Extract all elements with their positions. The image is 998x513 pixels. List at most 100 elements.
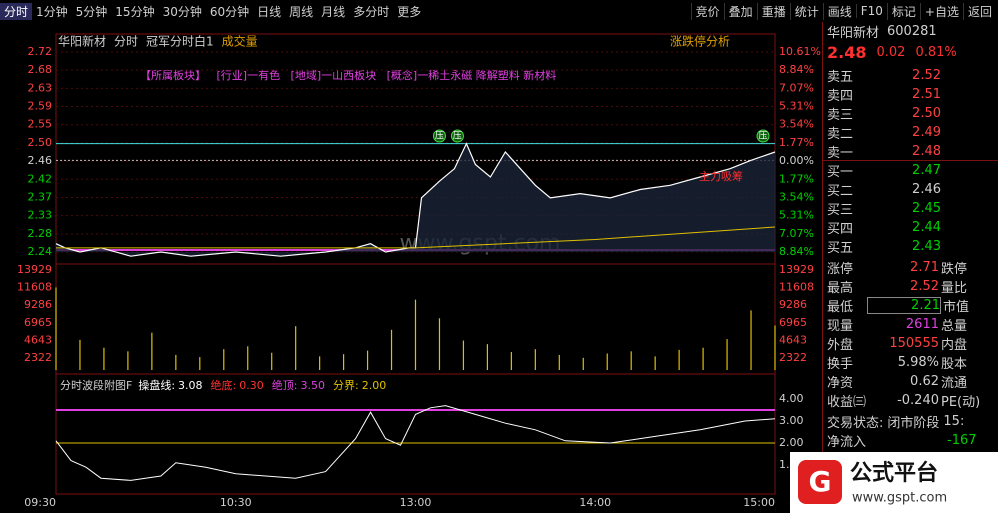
price-tick-label: 2.59 xyxy=(28,100,53,113)
book-divider xyxy=(823,160,998,161)
order-book-row: 卖五 2.52 xyxy=(827,66,998,85)
tool-button[interactable]: F10 xyxy=(855,4,887,18)
indicator-tick-label: 2.00 xyxy=(779,436,804,449)
stat-row: 最高 2.52 量比 xyxy=(827,277,998,296)
stat-row: 净资 0.62 流通 xyxy=(827,372,998,391)
resistance-marker xyxy=(432,129,446,143)
tool-button[interactable]: 统计 xyxy=(789,2,823,20)
stat-label: 股本 xyxy=(941,357,968,372)
time-tick-label: 10:30 xyxy=(220,496,252,509)
period-tab[interactable]: 日线 xyxy=(257,4,282,19)
stat-label: 现量 xyxy=(827,319,854,334)
price-line xyxy=(55,142,776,257)
period-tab[interactable]: 15分钟 xyxy=(115,4,155,19)
tool-toolbar: 竞价 叠加 重播 统计 画线 F10 标记 +自选 返回 xyxy=(690,0,996,22)
tool-button[interactable]: 叠加 xyxy=(723,2,757,20)
book-price: 2.50 xyxy=(912,106,941,121)
pct-tick-label: 7.07% xyxy=(779,227,814,240)
tool-button[interactable]: 返回 xyxy=(962,2,996,20)
period-tab[interactable]: 更多 xyxy=(397,4,422,19)
order-book-row: 买二 2.46 xyxy=(827,180,998,199)
chart-header: 分时 xyxy=(114,35,138,49)
price-tick-label: 2.63 xyxy=(28,81,53,94)
stat-label: 量比 xyxy=(941,281,968,296)
status-text: 闭市阶段 xyxy=(887,416,940,431)
period-tab[interactable]: 30分钟 xyxy=(162,4,202,19)
period-tab[interactable]: 分时 xyxy=(0,2,33,20)
stat-label: 最高 xyxy=(827,281,854,296)
stat-label: 总量 xyxy=(941,319,968,334)
analysis-link[interactable]: 涨跌停分析 xyxy=(670,34,730,49)
stat-row: 现量 2611 总量 xyxy=(827,315,998,334)
stat-label: 外盘 xyxy=(827,338,854,353)
book-label: 买三 xyxy=(827,203,854,218)
period-tab[interactable]: 5分钟 xyxy=(75,4,108,19)
volume-tick-label: 4643 xyxy=(24,333,52,346)
tool-button[interactable]: +自选 xyxy=(919,2,963,20)
book-label: 卖三 xyxy=(827,108,854,123)
period-tab[interactable]: 60分钟 xyxy=(209,4,250,19)
order-book-row: 买一 2.47 xyxy=(827,161,998,180)
indicator-tick-label: 3.00 xyxy=(779,414,804,427)
stat-label: 内盘 xyxy=(941,338,968,353)
stock-code: 600281 xyxy=(887,24,937,39)
indicator-tick-label: 4.00 xyxy=(779,392,804,405)
indicator-line xyxy=(55,405,776,481)
period-tab[interactable]: 月线 xyxy=(321,4,346,19)
book-label: 卖一 xyxy=(827,146,854,161)
stat-value: 5.98% xyxy=(897,355,939,370)
pct-tick-label: 8.84% xyxy=(779,63,814,76)
indicator-name: 分时波段附图F xyxy=(60,378,132,392)
pct-tick-label: 7.07% xyxy=(779,81,814,94)
price-tick-label: 2.68 xyxy=(28,63,53,76)
flow-row: 净流入 -167 xyxy=(827,431,998,450)
pct-tick-label: 0.00% xyxy=(779,154,814,167)
tool-button[interactable]: 竞价 xyxy=(690,2,724,20)
stat-value: 150555 xyxy=(889,336,939,351)
logo: G 公式平台 www.gspt.com xyxy=(790,452,998,513)
order-book-row: 卖二 2.49 xyxy=(827,123,998,142)
stat-row: 最低 2.21 市值 xyxy=(827,296,998,315)
book-label: 买四 xyxy=(827,222,854,237)
change-pct: 0.81% xyxy=(915,45,957,60)
indicator-line-value: 3.08 xyxy=(178,379,203,392)
book-label: 卖五 xyxy=(827,70,854,85)
change: 0.02 xyxy=(876,45,906,60)
stat-label: 市值 xyxy=(943,300,970,315)
indicator-line-value: 0.30 xyxy=(239,379,264,392)
stat-value: 2.21 xyxy=(867,297,941,314)
tool-button[interactable]: 画线 xyxy=(822,2,856,20)
book-label: 买二 xyxy=(827,184,854,199)
time-tick-label: 15:00 xyxy=(743,496,775,509)
price-tick-label: 2.72 xyxy=(28,45,53,58)
tool-button[interactable]: 重播 xyxy=(756,2,790,20)
indicator-line-label: 操盘线: xyxy=(138,378,175,392)
period-tab[interactable]: 周线 xyxy=(289,4,314,19)
book-label: 卖四 xyxy=(827,89,854,104)
stat-label: 涨停 xyxy=(827,262,854,277)
volume-tick-label: 9286 xyxy=(24,298,52,311)
stat-label: 收益㈢ xyxy=(827,395,867,410)
stat-row: 涨停 2.71 跌停 xyxy=(827,258,998,277)
pct-tick-label: 1.77% xyxy=(779,136,814,149)
pct-tick-label: 5.31% xyxy=(779,100,814,113)
indicator-line-value: 2.00 xyxy=(362,379,387,392)
marker-label: 压 xyxy=(759,131,768,142)
volume-tick-label: 13929 xyxy=(17,263,52,276)
stat-label: 流通 xyxy=(941,376,968,391)
flow-label: 净流入 xyxy=(827,435,867,450)
volume-tick-label: 6965 xyxy=(24,316,52,329)
stat-row: 换手 5.98% 股本 xyxy=(827,353,998,372)
stock-name: 华阳新材 xyxy=(827,26,880,41)
status-row: 交易状态: 闭市阶段 15: xyxy=(827,412,998,431)
book-price: 2.45 xyxy=(912,201,941,216)
pct-tick-label: 10.61% xyxy=(779,45,821,58)
indicator-line-label: 绝顶: xyxy=(272,378,298,392)
book-label: 卖二 xyxy=(827,127,854,142)
stat-row: 外盘 150555 内盘 xyxy=(827,334,998,353)
period-tab[interactable]: 多分时 xyxy=(353,4,390,19)
stat-label: 换手 xyxy=(827,357,854,372)
period-tab[interactable]: 1分钟 xyxy=(36,4,68,19)
last-price: 2.48 xyxy=(827,43,867,62)
tool-button[interactable]: 标记 xyxy=(886,2,920,20)
